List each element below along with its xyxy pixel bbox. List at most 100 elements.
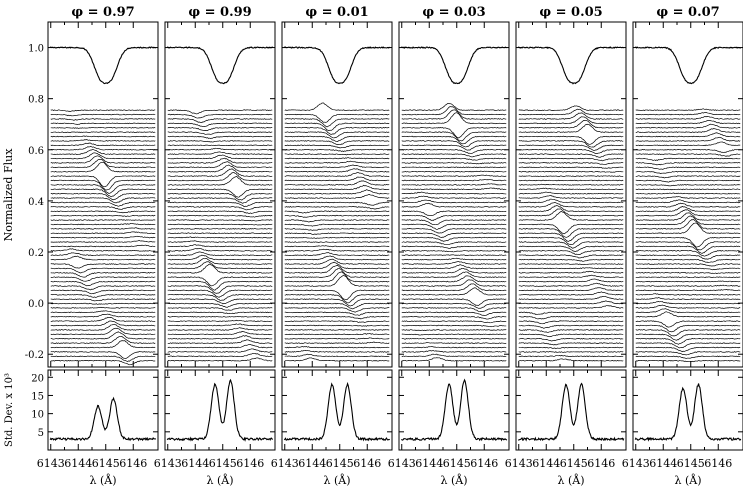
residual-profile [284,341,390,344]
residual-profile [167,161,273,169]
residual-profile [401,275,507,283]
residual-profile [401,219,507,226]
residual-profile [518,162,624,165]
residual-profile [635,241,741,251]
residual-profile [284,346,390,349]
residual-profile [50,298,156,302]
residual-profile [50,126,156,129]
mean-line-profile [401,46,507,85]
residual-profile [50,131,156,133]
residual-profile [401,199,507,204]
y-tick-label: 15 [31,391,44,402]
residual-profile [518,258,624,262]
residual-profile [518,358,624,362]
residual-profile [518,105,624,111]
residual-profile [635,119,741,125]
residual-profile [635,293,741,296]
residual-profile [635,276,741,278]
phase-label: φ = 0.05 [539,5,602,20]
residual-profile [401,195,507,199]
residual-profile [518,300,624,305]
residual-profile [167,352,273,358]
residual-profile [401,140,507,148]
residual-profile [284,219,390,223]
residual-profile [167,176,273,186]
residual-profile [50,323,156,331]
residual-profile [50,316,156,322]
residual-profile [401,241,507,246]
residual-profile [50,313,156,318]
residual-profile [635,179,741,183]
residual-profile [167,261,273,270]
residual-profile [50,155,156,164]
residual-profile [167,343,273,349]
residual-profile [167,154,273,160]
residual-profile [635,111,741,116]
residual-profile [167,323,273,327]
std-dev-profile [634,383,742,442]
residual-profile [518,175,624,178]
x-axis-label: λ (Å) [207,473,234,487]
residual-profile [401,170,507,173]
residual-profile [284,245,390,248]
residual-profile [518,333,624,338]
residual-profile [401,210,507,217]
residual-profile [635,304,741,309]
residual-profile [635,170,741,175]
residual-profile [284,148,390,153]
residual-profile [284,311,390,316]
residual-profile [50,197,156,204]
residual-profile [635,196,741,199]
residual-profile [518,241,624,249]
residual-profile [635,108,741,111]
x-tick-label: 6145 [443,457,471,470]
residual-profile [167,118,273,123]
residual-profile [167,126,273,132]
residual-profile [635,175,741,179]
residual-profile [50,210,156,214]
residual-profile [167,168,273,177]
residual-profile [518,228,624,238]
residual-profile [401,254,507,257]
residual-profile [284,320,390,323]
residual-profile [401,353,507,358]
residual-profile [401,245,507,249]
x-tick-label: 6143 [37,457,65,470]
residual-profile [167,331,273,336]
residual-profile [401,329,507,332]
residual-profile [284,324,390,327]
residual-profile [50,331,156,340]
residual-profile [167,122,273,127]
x-tick-label: 6146 [704,457,732,470]
residual-profile [518,157,624,162]
residual-profile [284,168,390,173]
residual-profile [635,337,741,345]
x-tick-label: 6146 [353,457,381,470]
residual-profile [50,188,156,198]
residual-profile [50,267,156,274]
residual-profile [401,316,507,320]
panel-bottom-frame [632,369,743,451]
residual-profile [284,102,390,111]
residual-profile [50,231,156,234]
std-dev-profile [166,378,273,442]
residual-profile [635,222,741,235]
residual-profile [401,298,507,306]
residual-profile [401,106,507,116]
residual-profile [518,354,624,358]
residual-profile [167,258,273,265]
residual-profile [284,210,390,214]
residual-profile [167,188,273,198]
residual-profile [518,274,624,278]
residual-profile [518,116,624,125]
residual-profile [167,285,273,294]
residual-profile [50,206,156,210]
x-tick-label: 6146 [587,457,615,470]
residual-profile [518,291,624,296]
x-tick-label: 6144 [298,457,326,470]
x-tick-label: 6143 [271,457,299,470]
phase-label: φ = 0.01 [305,5,368,20]
residual-profile [167,302,273,308]
